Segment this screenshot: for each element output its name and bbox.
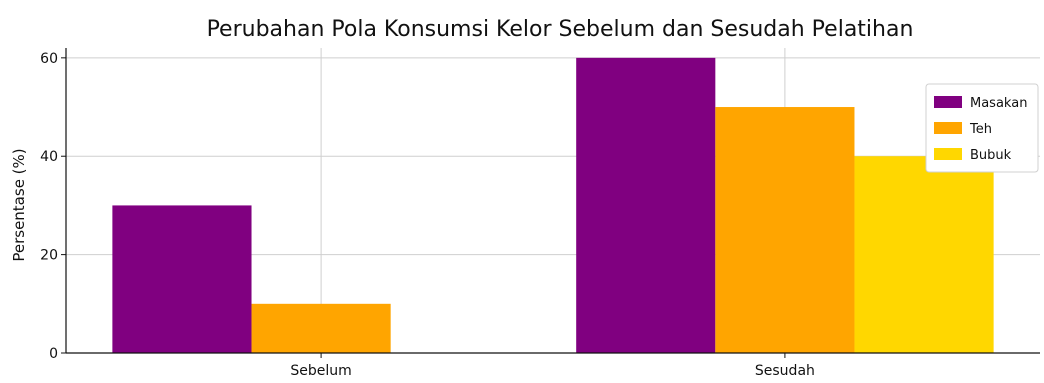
y-tick-label: 40: [40, 149, 58, 165]
legend: Masakan Teh Bubuk: [925, 83, 1039, 173]
legend-label-teh: Teh: [969, 122, 992, 137]
x-tick-label: Sesudah: [755, 363, 815, 379]
legend-swatch-bubuk: [934, 148, 962, 160]
bar-teh-sebelum: [251, 303, 391, 353]
chart-title: Perubahan Pola Konsumsi Kelor Sebelum da…: [207, 17, 914, 42]
legend-swatch-masakan: [934, 96, 962, 108]
legend-swatch-teh: [934, 122, 962, 134]
bar-masakan-sebelum: [112, 205, 252, 353]
axes: [61, 48, 1040, 358]
legend-label-bubuk: Bubuk: [970, 148, 1012, 163]
bar-teh-sesudah: [715, 107, 855, 353]
y-tick-label: 0: [49, 346, 58, 362]
y-tick-label: 60: [40, 51, 58, 67]
y-tick-labels: 0 20 40 60: [40, 51, 58, 362]
x-tick-labels: Sebelum Sesudah: [290, 363, 815, 379]
x-tick-label: Sebelum: [290, 363, 351, 379]
bars: [112, 57, 994, 353]
y-axis-label: Persentase (%): [10, 148, 28, 261]
y-tick-label: 20: [40, 248, 58, 264]
bar-bubuk-sesudah: [854, 156, 994, 353]
legend-label-masakan: Masakan: [970, 96, 1027, 111]
bar-masakan-sesudah: [576, 57, 716, 353]
